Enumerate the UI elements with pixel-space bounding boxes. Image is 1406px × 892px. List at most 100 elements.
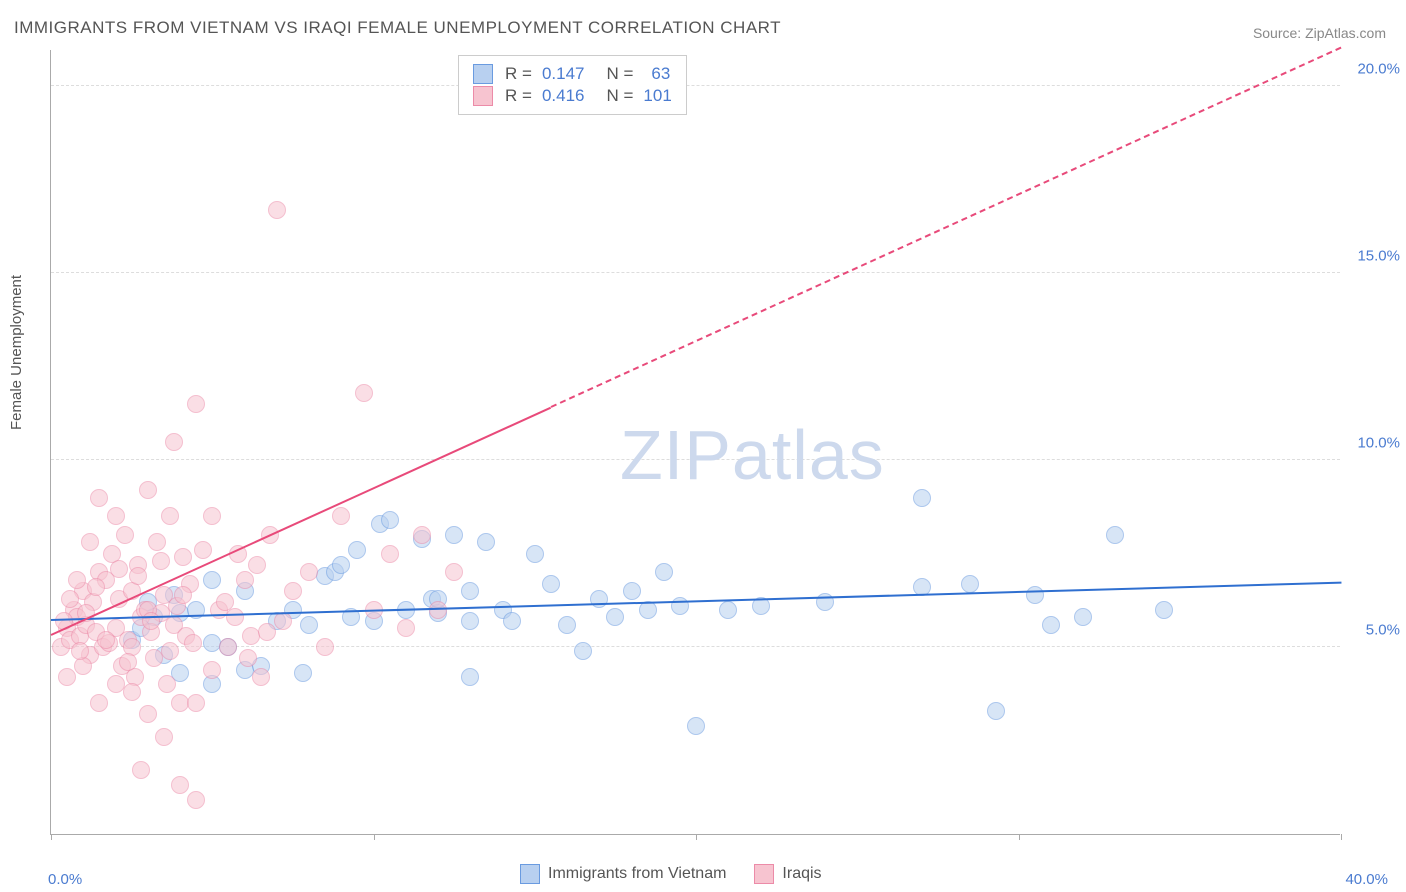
data-point [413,526,431,544]
data-point [68,571,86,589]
swatch-series-1 [473,64,493,84]
data-point [187,694,205,712]
data-point [526,545,544,563]
data-point [194,541,212,559]
swatch-icon [520,864,540,884]
data-point [236,571,254,589]
data-point [1155,601,1173,619]
x-tick [1019,834,1020,840]
data-point [119,653,137,671]
data-point [477,533,495,551]
y-tick-label: 15.0% [1357,248,1400,265]
data-point [187,791,205,809]
data-point [174,586,192,604]
swatch-icon [754,864,774,884]
data-point [913,489,931,507]
data-point [1106,526,1124,544]
data-point [284,582,302,600]
data-point [348,541,366,559]
n-label: N = [606,86,633,106]
data-point [445,563,463,581]
data-point [148,533,166,551]
swatch-series-2 [473,86,493,106]
x-tick [1341,834,1342,840]
r-value-2: 0.416 [542,86,585,106]
y-tick-label: 20.0% [1357,61,1400,78]
data-point [300,616,318,634]
data-point [203,661,221,679]
data-point [268,201,286,219]
data-point [655,563,673,581]
data-point [252,668,270,686]
data-point [558,616,576,634]
data-point [171,776,189,794]
grid-line [51,272,1340,273]
data-point [161,642,179,660]
data-point [1042,616,1060,634]
data-point [110,560,128,578]
data-point [158,675,176,693]
x-tick [51,834,52,840]
data-point [139,705,157,723]
data-point [139,481,157,499]
data-point [58,668,76,686]
y-tick-label: 5.0% [1366,622,1400,639]
data-point [461,612,479,630]
chart-title: IMMIGRANTS FROM VIETNAM VS IRAQI FEMALE … [14,18,781,38]
data-point [203,634,221,652]
data-point [355,384,373,402]
data-point [142,612,160,630]
data-point [461,582,479,600]
data-point [623,582,641,600]
data-point [129,567,147,585]
data-point [184,634,202,652]
data-point [116,526,134,544]
legend-stats-box: R = 0.147 N = 63 R = 0.416 N = 101 [458,55,687,115]
data-point [503,612,521,630]
data-point [81,533,99,551]
data-point [381,511,399,529]
data-point [248,556,266,574]
legend-row-series-2: R = 0.416 N = 101 [473,86,672,106]
data-point [107,507,125,525]
r-value-1: 0.147 [542,64,585,84]
data-point [445,526,463,544]
data-point [87,578,105,596]
r-label: R = [505,86,532,106]
grid-line [51,646,1340,647]
data-point [174,548,192,566]
data-point [61,590,79,608]
n-value-1: 63 [651,64,670,84]
data-point [239,649,257,667]
data-point [203,507,221,525]
data-point [606,608,624,626]
trend-line [51,407,552,636]
legend-item-1: Immigrants from Vietnam [520,864,726,884]
x-tick [696,834,697,840]
data-point [97,631,115,649]
data-point [332,507,350,525]
r-label: R = [505,64,532,84]
data-point [274,612,292,630]
data-point [90,489,108,507]
source-label: Source: ZipAtlas.com [1253,25,1386,41]
legend-row-series-1: R = 0.147 N = 63 [473,64,672,84]
data-point [1026,586,1044,604]
data-point [90,694,108,712]
data-point [461,668,479,686]
n-label: N = [606,64,633,84]
data-point [226,608,244,626]
x-tick [374,834,375,840]
x-tick-right: 40.0% [1345,871,1388,888]
data-point [123,683,141,701]
data-point [574,642,592,660]
data-point [219,638,237,656]
data-point [381,545,399,563]
data-point [987,702,1005,720]
data-point [719,601,737,619]
grid-line [51,459,1340,460]
data-point [152,552,170,570]
grid-line [51,85,1340,86]
legend-label-2: Iraqis [782,865,821,883]
x-tick-left: 0.0% [48,871,82,888]
